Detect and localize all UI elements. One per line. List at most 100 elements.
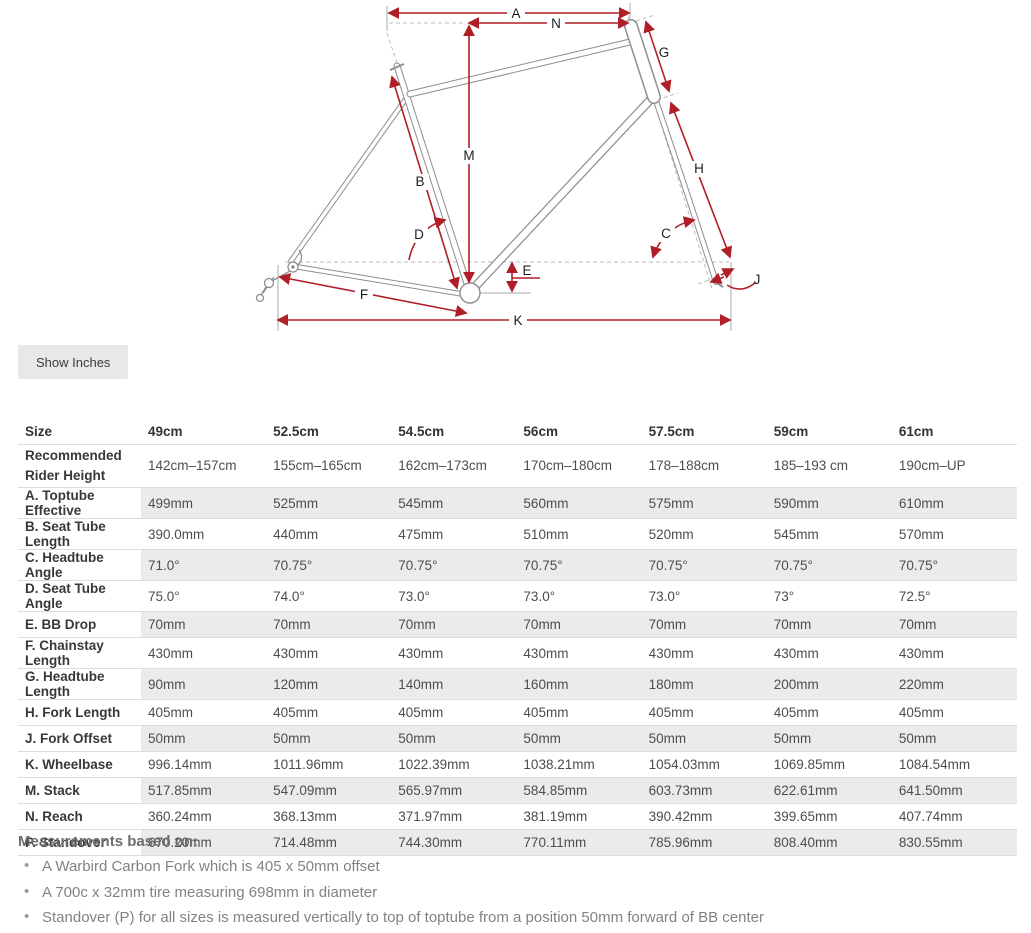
dim-label-d: D xyxy=(414,227,424,242)
notes-heading: Measurements based on: xyxy=(18,833,199,850)
show-inches-button[interactable]: Show Inches xyxy=(18,345,129,379)
dim-label-n: N xyxy=(551,16,561,31)
geometry-table: Size 49cm 52.5cm 54.5cm 56cm 57.5cm 59cm 61cm R… xyxy=(18,418,1017,856)
value-cell: 405mm xyxy=(891,699,1017,726)
value-cell: 70mm xyxy=(391,611,517,638)
table-row: E. BB Drop 70mm 70mm 70mm 70mm 70mm 70mm 70mm xyxy=(18,611,1017,638)
note-item: Standover (P) for all sizes is measured … xyxy=(24,909,1008,927)
value-cell: 160mm xyxy=(516,668,642,700)
value-cell: 785.96mm xyxy=(641,829,767,856)
table-row: A. Toptube Effective 499mm 525mm 545mm 560mm… xyxy=(18,487,1017,519)
value-cell: 996.14mm xyxy=(141,751,267,778)
value-cell: 71.0° xyxy=(141,549,267,581)
value-cell: 1084.54mm xyxy=(891,751,1017,778)
value-cell: 641.50mm xyxy=(891,777,1017,804)
value-cell: 475mm xyxy=(391,518,517,550)
row-label: Recommended Rider Height xyxy=(18,444,141,488)
value-cell: 142cm–157cm xyxy=(141,444,267,488)
row-label: A. Toptube Effective xyxy=(18,487,141,519)
value-cell: 830.55mm xyxy=(891,829,1017,856)
row-label: J. Fork Offset xyxy=(18,725,141,752)
value-cell: 570mm xyxy=(891,518,1017,550)
value-cell: 73.0° xyxy=(391,580,517,612)
dim-label-g: G xyxy=(659,45,670,60)
value-cell: 70.75° xyxy=(891,549,1017,581)
dim-label-b: B xyxy=(415,174,424,189)
row-label: N. Reach xyxy=(18,803,141,830)
column-header: 56cm xyxy=(523,423,558,439)
column-header: 52.5cm xyxy=(273,423,319,439)
measurement-notes: Measurements based on: A Warbird Carbon … xyxy=(18,833,1008,933)
row-label: B. Seat Tube Length xyxy=(18,518,141,550)
value-cell: 560mm xyxy=(516,487,642,519)
size-header: Size xyxy=(25,423,53,439)
column-header: 59cm xyxy=(773,423,809,439)
dim-label-j: J xyxy=(754,272,761,287)
column-header: 57.5cm xyxy=(648,423,695,439)
value-cell: 670.20mm xyxy=(141,829,267,856)
value-cell: 381.19mm xyxy=(516,803,642,830)
value-cell: 499mm xyxy=(141,487,267,519)
dim-label-k: K xyxy=(513,313,522,328)
table-row: K. Wheelbase 996.14mm 1011.96mm 1022.39mm 10… xyxy=(18,751,1017,778)
table-row: Recommended Rider Height 142cm–157cm 155cm… xyxy=(18,444,1017,488)
row-label: H. Fork Length xyxy=(18,699,141,726)
value-cell: 70mm xyxy=(891,611,1017,638)
row-label: G. Headtube Length xyxy=(18,668,141,700)
value-cell: 430mm xyxy=(891,637,1017,669)
value-cell: 565.97mm xyxy=(391,777,517,804)
value-cell: 50mm xyxy=(766,725,892,752)
value-cell: 610mm xyxy=(891,487,1017,519)
value-cell: 120mm xyxy=(266,668,392,700)
value-cell: 73° xyxy=(766,580,892,612)
value-cell: 190cm–UP xyxy=(891,444,1017,488)
dim-label-c: C xyxy=(661,226,671,241)
value-cell: 390.42mm xyxy=(641,803,767,830)
dim-label-f: F xyxy=(360,287,368,302)
table-row: P. Standover 670.20mm 714.48mm 744.30mm 770.… xyxy=(18,829,1017,856)
note-item: A Warbird Carbon Fork which is 405 x 50m… xyxy=(24,858,1008,876)
value-cell: 200mm xyxy=(766,668,892,700)
value-cell: 510mm xyxy=(516,518,642,550)
value-cell: 178–188cm xyxy=(641,444,767,488)
value-cell: 547.09mm xyxy=(266,777,392,804)
frame-tubes xyxy=(288,19,719,298)
note-item: A 700c x 32mm tire measuring 698mm in di… xyxy=(24,884,1008,902)
value-cell: 440mm xyxy=(266,518,392,550)
table-row: G. Headtube Length 90mm 120mm 140mm 160mm 180… xyxy=(18,668,1017,700)
value-cell: 170cm–180cm xyxy=(516,444,642,488)
value-cell: 70.75° xyxy=(516,549,642,581)
value-cell: 72.5° xyxy=(891,580,1017,612)
value-cell: 70mm xyxy=(766,611,892,638)
value-cell: 70.75° xyxy=(641,549,767,581)
row-label: M. Stack xyxy=(18,777,141,804)
value-cell: 430mm xyxy=(516,637,642,669)
table-row: M. Stack 517.85mm 547.09mm 565.97mm 584.85mm… xyxy=(18,777,1017,804)
value-cell: 1038.21mm xyxy=(516,751,642,778)
header-row: Size 49cm 52.5cm 54.5cm 56cm 57.5cm 59cm 61cm xyxy=(18,418,1017,445)
value-cell: 405mm xyxy=(516,699,642,726)
table-row: J. Fork Offset 50mm 50mm 50mm 50mm 50mm 50mm 50… xyxy=(18,725,1017,752)
value-cell: 405mm xyxy=(266,699,392,726)
value-cell: 50mm xyxy=(891,725,1017,752)
column-header: 49cm xyxy=(148,423,183,439)
dim-label-a: A xyxy=(511,6,520,21)
value-cell: 744.30mm xyxy=(391,829,517,856)
value-cell: 75.0° xyxy=(141,580,267,612)
value-cell: 622.61mm xyxy=(766,777,892,804)
value-cell: 70mm xyxy=(266,611,392,638)
value-cell: 520mm xyxy=(641,518,767,550)
table-row: B. Seat Tube Length 390.0mm 440mm 475mm 510m… xyxy=(18,518,1017,550)
value-cell: 1054.03mm xyxy=(641,751,767,778)
value-cell: 368.13mm xyxy=(266,803,392,830)
value-cell: 140mm xyxy=(391,668,517,700)
value-cell: 405mm xyxy=(391,699,517,726)
value-cell: 360.24mm xyxy=(141,803,267,830)
value-cell: 1069.85mm xyxy=(766,751,892,778)
value-cell: 430mm xyxy=(141,637,267,669)
value-cell: 70mm xyxy=(516,611,642,638)
frame-geometry-diagram: A N M G B D E F K C H J xyxy=(255,3,761,331)
value-cell: 430mm xyxy=(641,637,767,669)
value-cell: 575mm xyxy=(641,487,767,519)
